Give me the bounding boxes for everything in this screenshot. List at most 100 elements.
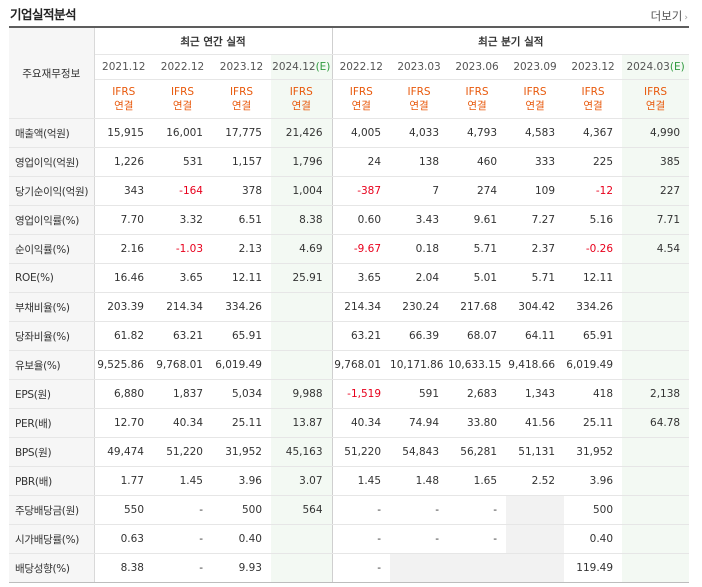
table-cell: -1.03	[153, 234, 212, 264]
table-cell	[390, 553, 449, 583]
table-cell: 0.40	[212, 524, 271, 554]
period-label: 2022.12	[160, 61, 205, 73]
table-cell: 4,367	[564, 118, 623, 148]
table-cell: 1,157	[212, 147, 271, 177]
table-row: ROE(%) 16.46 3.65 12.11 25.91 3.65 2.04 5.01 5.7…	[9, 263, 690, 293]
basis-scope: 연결	[409, 100, 429, 112]
table-cell: 8.38	[271, 205, 333, 235]
table-cell: 0.40	[564, 524, 623, 554]
table-cell: 49,474	[94, 437, 153, 467]
table-cell: 56,281	[448, 437, 507, 467]
table-cell: 1,796	[271, 147, 333, 177]
table-cell: 40.34	[332, 408, 391, 438]
basis-standard: IFRS	[644, 86, 668, 98]
period-header: 2024.03(E)	[622, 54, 690, 80]
table-cell	[622, 263, 690, 293]
table-cell: 217.68	[448, 292, 507, 322]
row-label: PER(배)	[9, 408, 95, 438]
period-label: 2022.12	[339, 61, 383, 73]
table-cell: 31,952	[564, 437, 623, 467]
table-cell	[271, 350, 333, 380]
table-cell: 2.16	[94, 234, 153, 264]
table-cell: 385	[622, 147, 690, 177]
table-cell: 7	[390, 176, 449, 206]
table-row: BPS(원) 49,474 51,220 31,952 45,163 51,220 54,8…	[9, 437, 690, 467]
table-cell: 25.11	[212, 408, 271, 438]
accounting-basis: IFRS 연결	[564, 79, 623, 119]
table-cell: 6.51	[212, 205, 271, 235]
table-cell: 2.37	[506, 234, 565, 264]
row-header-label: 주요재무정보	[9, 26, 95, 119]
table-cell: -	[390, 495, 449, 525]
table-cell: -164	[153, 176, 212, 206]
table-cell: 10,171.86	[390, 350, 449, 380]
table-row: EPS(원) 6,880 1,837 5,034 9,988 -1,519 591 2,683…	[9, 379, 690, 409]
row-label: EPS(원)	[9, 379, 95, 409]
row-label: 당기순이익(억원)	[9, 176, 95, 206]
table-cell: 65.91	[564, 321, 623, 351]
row-label: BPS(원)	[9, 437, 95, 467]
table-cell: 7.70	[94, 205, 153, 235]
table-cell: 5.16	[564, 205, 623, 235]
table-cell: 7.71	[622, 205, 690, 235]
table-row: 매출액(억원) 15,915 16,001 17,775 21,426 4,005 4,03…	[9, 118, 690, 148]
row-label: 주당배당금(원)	[9, 495, 95, 525]
table-cell: -387	[332, 176, 391, 206]
table-cell: 4,583	[506, 118, 565, 148]
table-cell: 3.96	[564, 466, 623, 496]
table-cell: 203.39	[94, 292, 153, 322]
group-header-row: 주요재무정보 최근 연간 실적 최근 분기 실적	[9, 26, 690, 119]
period-label: 2021.12	[102, 61, 146, 73]
table-cell: 214.34	[332, 292, 391, 322]
table-cell	[506, 553, 565, 583]
table-cell: 12.11	[564, 263, 623, 293]
table-cell: 2,683	[448, 379, 507, 409]
more-link[interactable]: 더보기 ›	[651, 8, 688, 24]
basis-standard: IFRS	[523, 86, 547, 98]
table-row: 순이익률(%) 2.16 -1.03 2.13 4.69 -9.67 0.18 5.71 2.3…	[9, 234, 690, 264]
table-cell: 5.71	[448, 234, 507, 264]
table-cell: 1.48	[390, 466, 449, 496]
table-cell: 6,880	[94, 379, 153, 409]
row-label: 순이익률(%)	[9, 234, 95, 264]
row-label: 부채비율(%)	[9, 292, 95, 322]
basis-standard: IFRS	[229, 86, 254, 98]
table-cell: 6,019.49	[212, 350, 271, 380]
table-cell: 460	[448, 147, 507, 177]
table-row: 유보율(%) 9,525.86 9,768.01 6,019.49 9,768.01 10…	[9, 350, 690, 380]
table-cell: -9.67	[332, 234, 391, 264]
table-cell: 1,004	[271, 176, 333, 206]
table-cell: 64.78	[622, 408, 690, 438]
table-cell: 138	[390, 147, 449, 177]
basis-scope: 연결	[114, 100, 134, 112]
table-cell: 5.71	[506, 263, 565, 293]
table-cell: 1,343	[506, 379, 565, 409]
row-label: 시가배당률(%)	[9, 524, 95, 554]
table-cell: 333	[506, 147, 565, 177]
accounting-basis: IFRS 연결	[153, 79, 212, 119]
table-cell: 0.18	[390, 234, 449, 264]
table-cell: 15,915	[94, 118, 153, 148]
table-cell: 63.21	[332, 321, 391, 351]
table-cell: 12.70	[94, 408, 153, 438]
accounting-basis: IFRS 연결	[94, 79, 153, 119]
table-cell: 225	[564, 147, 623, 177]
period-header: 2023.06	[448, 54, 507, 80]
table-cell: 1.45	[153, 466, 212, 496]
table-cell: 3.07	[271, 466, 333, 496]
estimate-marker: (E)	[669, 61, 685, 73]
basis-scope: 연결	[231, 100, 252, 112]
estimate-marker: (E)	[315, 61, 331, 73]
accounting-basis: IFRS 연결	[271, 79, 333, 119]
table-cell: -	[153, 524, 212, 554]
table-cell: 13.87	[271, 408, 333, 438]
table-cell: 500	[564, 495, 623, 525]
table-cell: 0.60	[332, 205, 391, 235]
table-cell: 40.34	[153, 408, 212, 438]
table-cell: 274	[448, 176, 507, 206]
table-cell: 8.38	[94, 553, 153, 583]
table-cell: 1,226	[94, 147, 153, 177]
table-cell: -12	[564, 176, 623, 206]
table-cell: -	[448, 495, 507, 525]
table-cell: 51,220	[153, 437, 212, 467]
